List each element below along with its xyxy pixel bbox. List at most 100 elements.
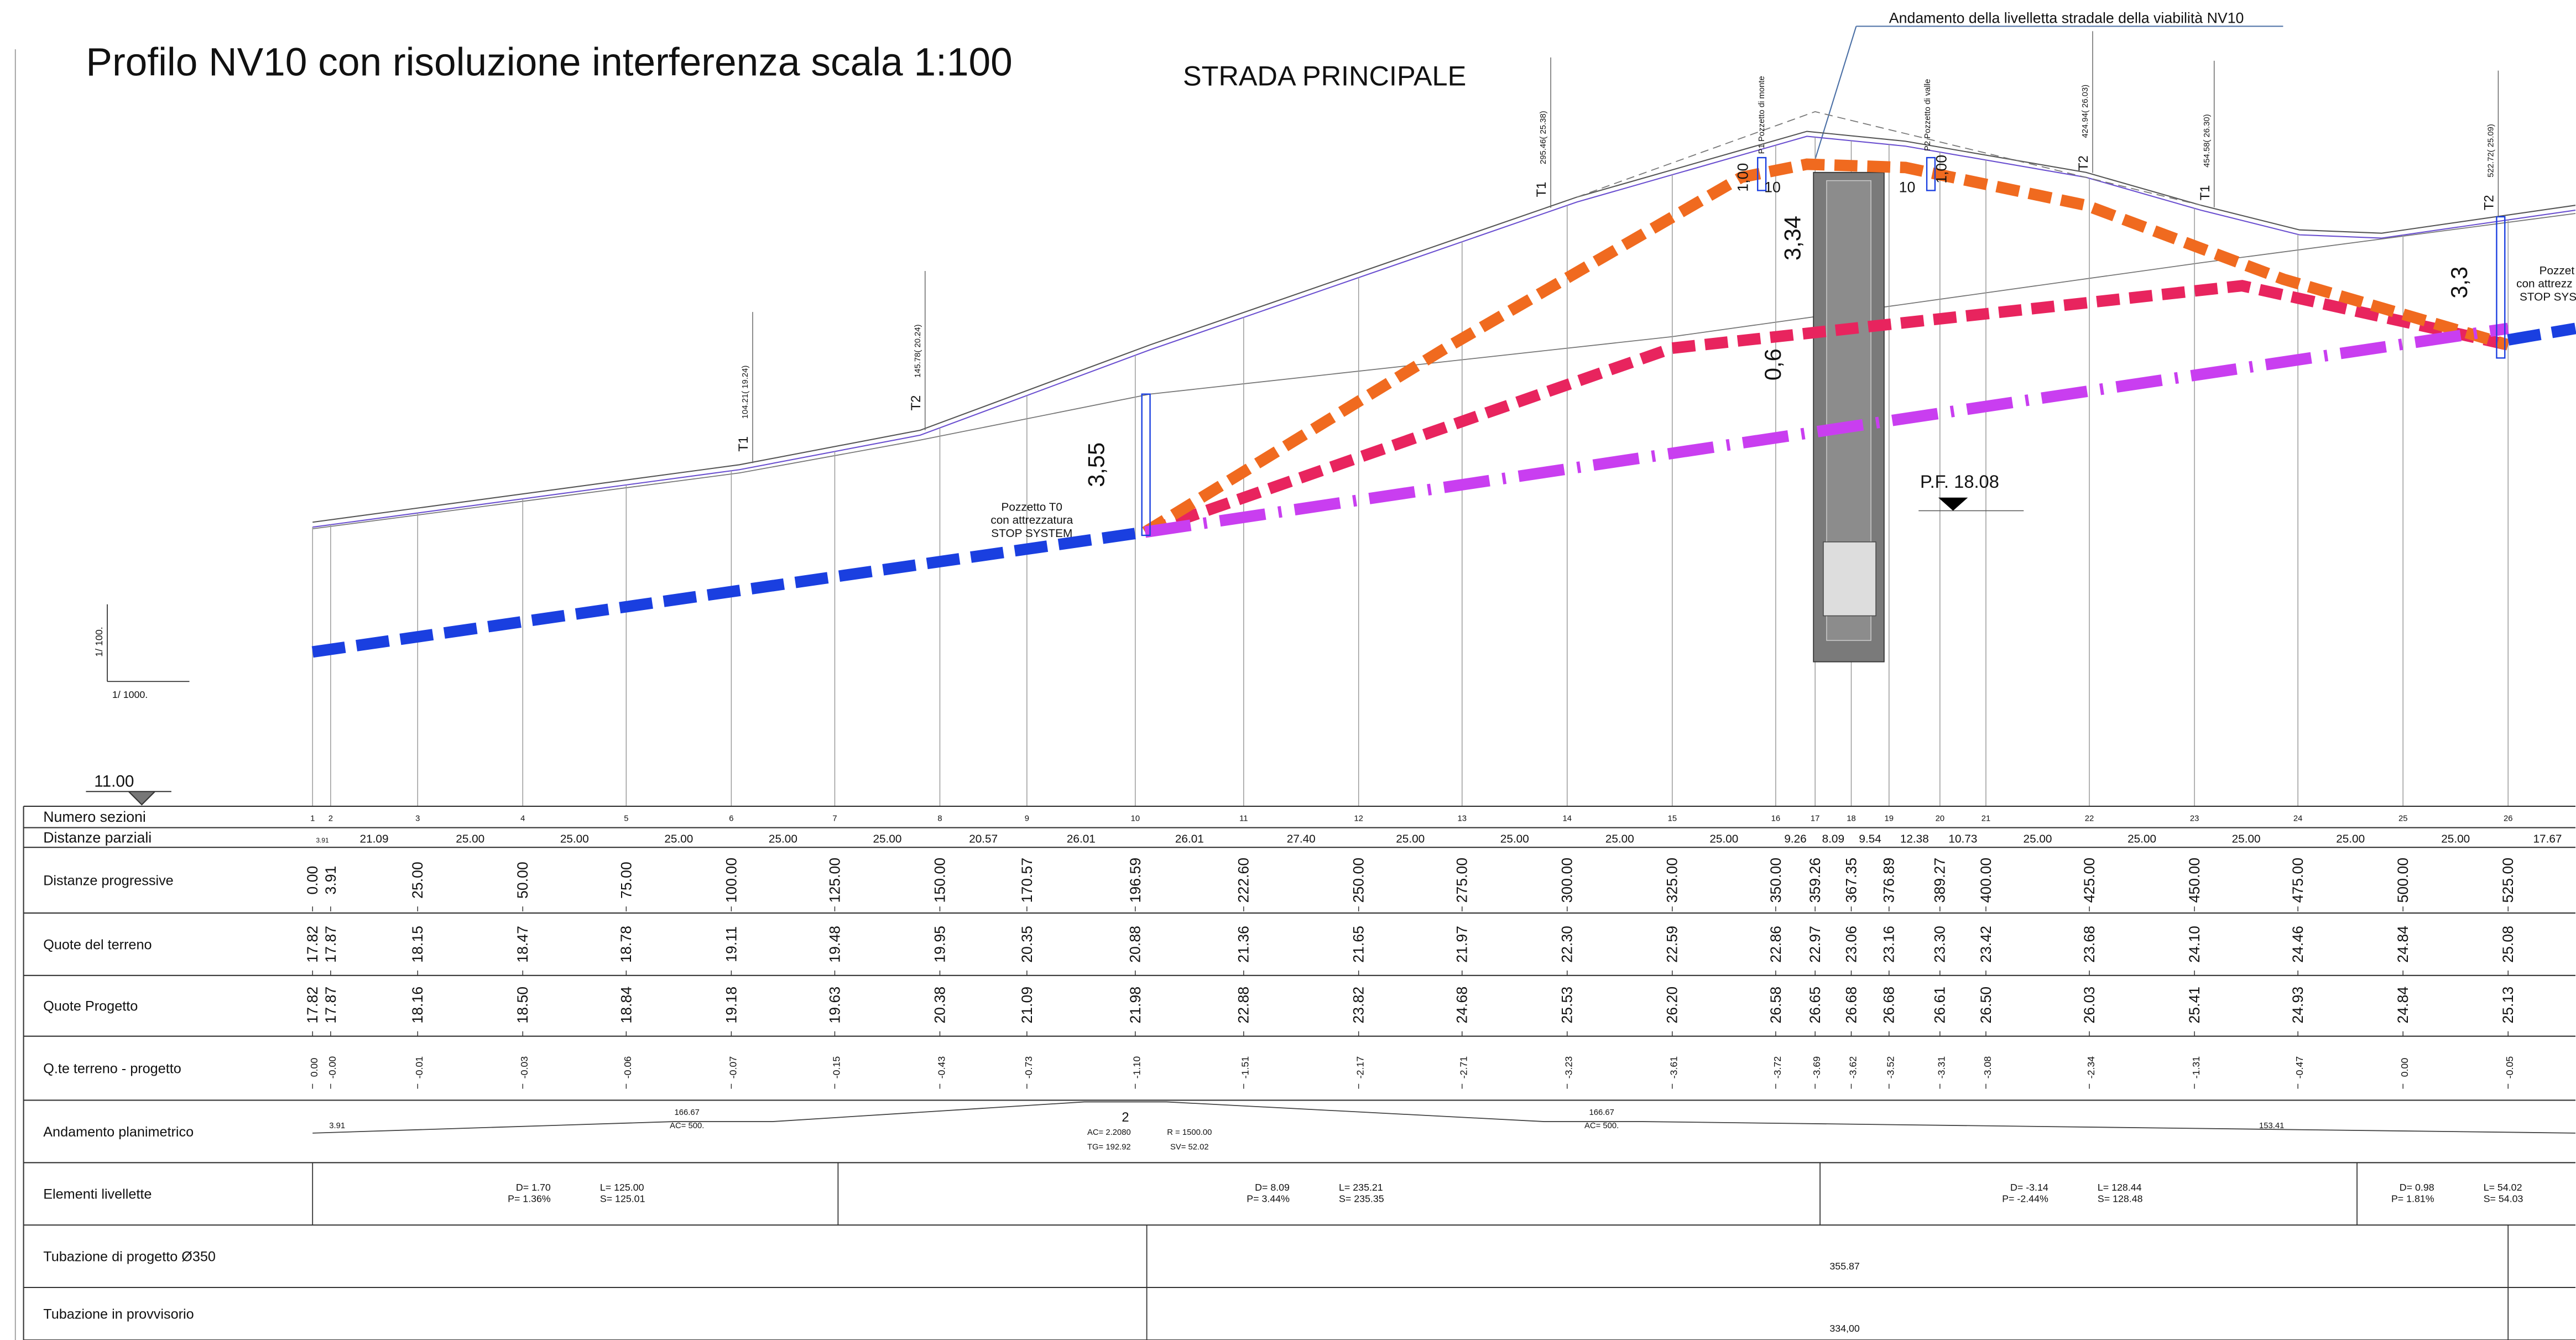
section-number: 25 (2398, 815, 2408, 823)
partial-distance: 9.26 (1784, 832, 1806, 845)
pipe-temp: 334,00 (1829, 1323, 1860, 1334)
section-number: 18 (1847, 815, 1856, 823)
cell-value: 22.59 (1664, 926, 1681, 963)
section-number: 21 (1981, 815, 1991, 823)
cell-value: 275.00 (1454, 858, 1470, 903)
cell-value: 23.82 (1350, 987, 1367, 1024)
cell-value: -3.72 (1772, 1056, 1783, 1079)
cell-value: 0.00 (309, 1058, 320, 1077)
cell-value: 18.15 (409, 926, 426, 963)
cell-value: 0.00 (304, 866, 321, 895)
cell-value: -3.61 (1668, 1056, 1680, 1079)
section-number: 13 (1458, 815, 1467, 823)
tangent-name: T2 (2076, 155, 2091, 171)
profile-label: Pozzet (2540, 264, 2575, 277)
tangent-name: T1 (1534, 182, 1549, 197)
cell-value: 150.00 (931, 858, 948, 903)
cell-value: 400.00 (1978, 858, 1994, 903)
vertex-line (1577, 111, 2202, 206)
profile-label: 3,3 (2446, 267, 2472, 299)
partial-distance: 25.00 (2336, 832, 2365, 845)
grade-value: P= -2.44% (2002, 1193, 2048, 1205)
title: Profilo NV10 con risoluzione interferenz… (86, 40, 1012, 85)
manhole (1141, 393, 1151, 536)
planimetric-line (312, 1101, 2575, 1134)
partial-distance: 3.91 (316, 836, 328, 844)
cell-value: 19.18 (723, 987, 739, 1024)
cell-value: 26.50 (1978, 987, 1994, 1024)
cell-value: -0.15 (831, 1056, 842, 1079)
cell-value: 19.95 (931, 926, 948, 963)
manhole (2496, 216, 2506, 359)
section-number: 12 (1354, 815, 1363, 823)
cell-value: 24.84 (2395, 926, 2411, 963)
partial-distance: 26.01 (1067, 832, 1096, 845)
profile-label: 3,34 (1779, 216, 1805, 260)
cell-value: 18.16 (409, 987, 426, 1024)
tangent-value: 295.46( 25.38) (1539, 111, 1548, 164)
manhole (1926, 157, 1936, 191)
scale-horizontal: 1/ 1000. (112, 689, 148, 700)
cell-value: 21.65 (1350, 926, 1367, 963)
cell-value: 300.00 (1559, 858, 1576, 903)
cell-value: 26.03 (2081, 987, 2098, 1024)
planimetric-value: 3.91 (329, 1122, 345, 1130)
partial-distance: 25.00 (873, 832, 901, 845)
cell-value: 22.30 (1559, 926, 1576, 963)
grade-value: D= 8.09 (1255, 1182, 1290, 1193)
cell-value: 17.82 (304, 926, 321, 963)
profile-label: P1 Pozzetto di monte (1758, 76, 1766, 154)
cell-value: 25.41 (2186, 987, 2203, 1024)
partial-distance: 8.09 (1822, 832, 1844, 845)
grade-value: P= 1.36% (508, 1193, 551, 1205)
cell-value: 500.00 (2395, 858, 2411, 903)
partial-distance: 20.57 (969, 832, 998, 845)
cell-value: -1.10 (1131, 1056, 1143, 1079)
profile-label: 3,55 (1083, 442, 1109, 487)
partial-distance: 25.00 (1396, 832, 1425, 845)
ground-line (312, 131, 2576, 523)
cell-value: 26.20 (1664, 987, 1681, 1024)
cell-value: 21.97 (1454, 926, 1470, 963)
cell-value: -3.08 (1982, 1056, 1993, 1079)
cell-value: -3.31 (1936, 1056, 1947, 1079)
grade-value: D= 0.98 (2400, 1182, 2434, 1193)
partial-distance: 17.67 (2533, 832, 2562, 845)
cell-value: -0.73 (1023, 1056, 1034, 1079)
cell-value: 23.30 (1932, 926, 1948, 963)
cell-value: 125.00 (826, 858, 843, 903)
cell-value: 23.16 (1881, 926, 1897, 963)
cell-value: 25.00 (409, 862, 426, 899)
cell-value: 21.36 (1235, 926, 1252, 963)
partial-distance: 25.00 (456, 832, 484, 845)
cell-value: 17.82 (304, 987, 321, 1024)
row-label: Tubazione di progetto Ø350 (43, 1249, 216, 1264)
cell-value: 20.35 (1019, 926, 1035, 963)
grade-value: D= -3.14 (2010, 1182, 2048, 1193)
cell-value: 75.00 (618, 862, 634, 899)
partial-distance: 9.54 (1859, 832, 1881, 845)
cell-value: 376.89 (1881, 858, 1897, 903)
profile-label: 1,00 (1734, 163, 1751, 192)
cell-value: 23.42 (1978, 926, 1994, 963)
planimetric-value: 166.67 (1589, 1108, 1614, 1117)
pipe-blue (311, 526, 1146, 658)
partial-distance: 27.40 (1287, 832, 1316, 845)
row-label: Distanze parziali (43, 829, 152, 846)
section-number: 11 (1239, 815, 1248, 823)
cell-value: 17.87 (322, 926, 339, 963)
cell-value: 450.00 (2186, 858, 2203, 903)
planimetric-value: AC= 2.2080 (1087, 1128, 1131, 1137)
cell-value: 18.78 (618, 926, 634, 963)
partial-distance: 25.00 (1709, 832, 1738, 845)
cell-value: 50.00 (514, 862, 531, 899)
cell-value: -0.43 (936, 1056, 947, 1079)
cell-value: 17.87 (322, 987, 339, 1024)
pipe-red (1143, 280, 2510, 538)
cell-value: -3.69 (1811, 1056, 1822, 1079)
section-number: 19 (1885, 815, 1894, 823)
cell-value: 18.84 (618, 987, 634, 1024)
partial-distance: 25.00 (2232, 832, 2261, 845)
cell-value: 22.97 (1807, 926, 1823, 963)
